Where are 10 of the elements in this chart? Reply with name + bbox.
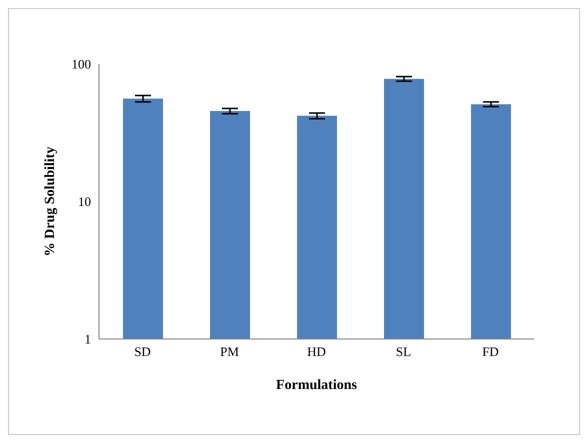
- x-tick-label: PM: [220, 344, 240, 360]
- x-tick-label: HD: [307, 344, 326, 360]
- x-tick-label: SL: [396, 344, 412, 360]
- y-tick-label: 10: [78, 194, 91, 210]
- x-axis-title: Formulations: [276, 378, 358, 393]
- x-tick-label: SD: [134, 344, 151, 360]
- y-tick-label: 1: [84, 332, 91, 347]
- y-axis-title: % Drug Solubility: [42, 146, 58, 256]
- y-tick-label: 100: [72, 56, 91, 72]
- x-tick-label: FD: [482, 344, 499, 360]
